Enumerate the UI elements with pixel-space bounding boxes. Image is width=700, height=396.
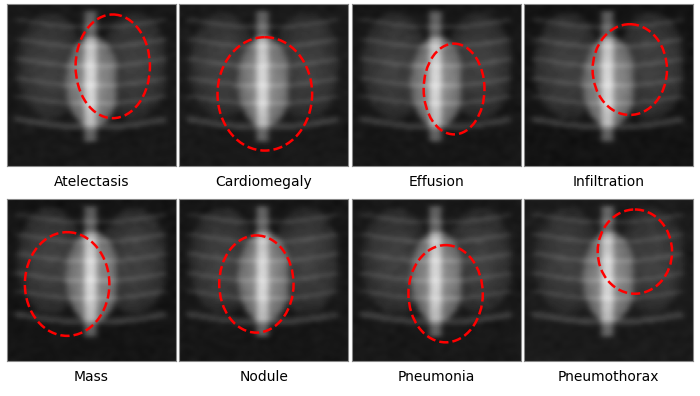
Text: Infiltration: Infiltration — [573, 175, 645, 189]
Text: Pneumothorax: Pneumothorax — [558, 371, 659, 385]
Text: Effusion: Effusion — [408, 175, 464, 189]
Text: Cardiomegaly: Cardiomegaly — [216, 175, 312, 189]
Text: Pneumonia: Pneumonia — [398, 371, 475, 385]
Text: Nodule: Nodule — [239, 371, 288, 385]
Text: Atelectasis: Atelectasis — [54, 175, 130, 189]
Text: Mass: Mass — [74, 371, 109, 385]
